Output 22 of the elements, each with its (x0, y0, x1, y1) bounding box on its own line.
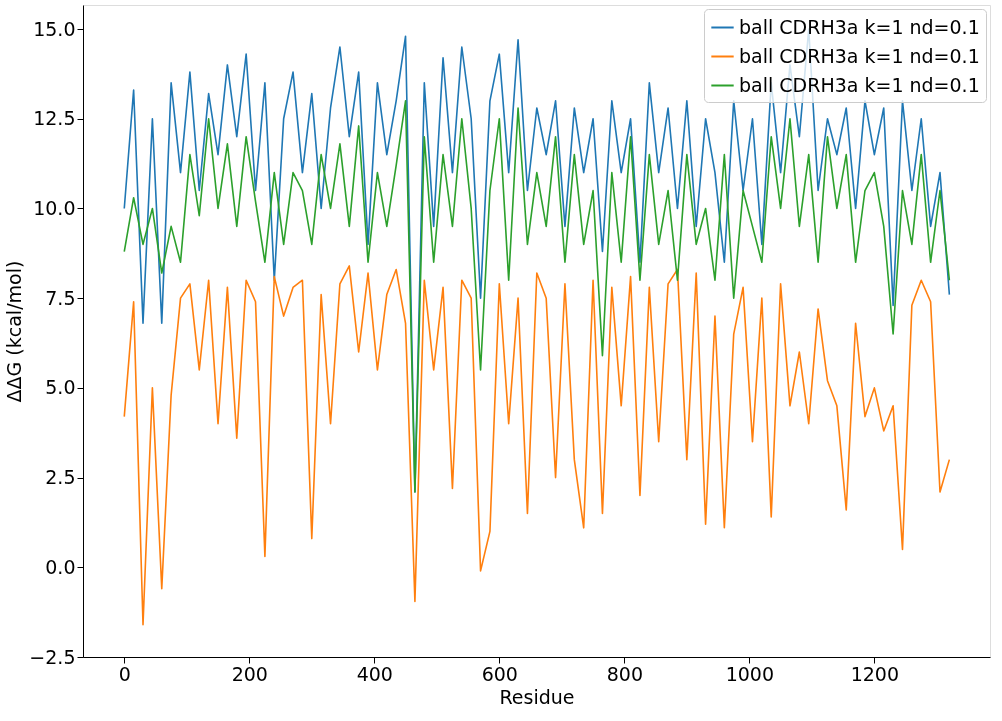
y-tick-label: −2.5 (29, 645, 76, 668)
x-tick-label: 800 (606, 662, 643, 685)
x-axis-title: Residue (499, 685, 575, 708)
y-tick-label: 2.5 (45, 466, 76, 489)
legend-label: ball CDRH3a k=1 nd=0.1 (739, 15, 980, 38)
y-tick-label: 7.5 (45, 286, 76, 309)
y-tick-label: 5.0 (45, 376, 76, 399)
x-tick-label: 400 (356, 662, 393, 685)
legend-label: ball CDRH3a k=1 nd=0.1 (739, 44, 980, 67)
y-axis-title: ΔΔG (kcal/mol) (3, 260, 26, 403)
x-tick-label: 1200 (850, 662, 900, 685)
y-tick-label: 12.5 (33, 107, 76, 130)
y-tick-label: 0.0 (45, 555, 76, 578)
y-tick-label: 15.0 (33, 17, 76, 40)
legend-label: ball CDRH3a k=1 nd=0.1 (739, 73, 980, 96)
line-series (123, 100, 951, 493)
y-tick-label: 10.0 (33, 196, 76, 219)
x-tick-label: 200 (231, 662, 268, 685)
x-tick-label: 1000 (725, 662, 775, 685)
line-series (123, 265, 951, 626)
x-tick-label: 0 (118, 662, 131, 685)
x-tick-label: 600 (481, 662, 518, 685)
